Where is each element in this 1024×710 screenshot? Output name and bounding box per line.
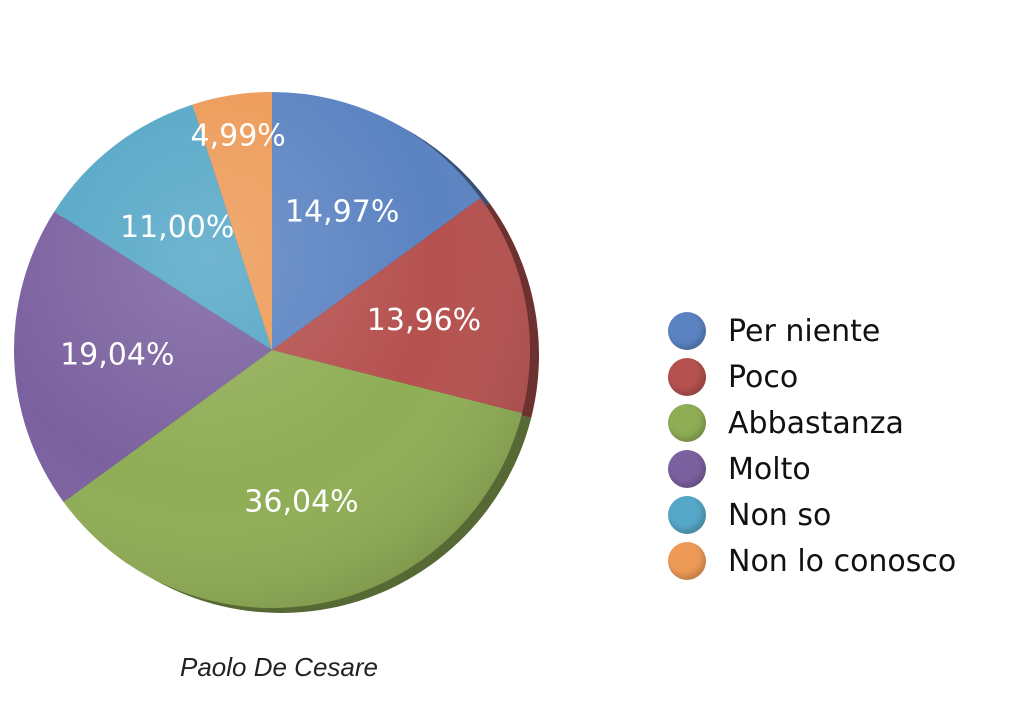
legend-item-non-lo-conosco: Non lo conosco xyxy=(668,538,956,584)
pie-value-labels: 14,97% 13,96% 36,04% 19,04% 11,00% 4,99% xyxy=(60,118,481,519)
legend-swatch-abbastanza xyxy=(668,404,706,442)
legend-item-poco: Poco xyxy=(668,354,956,400)
legend-swatch-molto xyxy=(668,450,706,488)
legend-item-abbastanza: Abbastanza xyxy=(668,400,956,446)
legend-label-poco: Poco xyxy=(728,359,799,395)
value-label-abbastanza: 36,04% xyxy=(244,484,358,519)
value-label-non-lo-conosco: 4,99% xyxy=(191,118,286,153)
legend-label-per-niente: Per niente xyxy=(728,313,881,349)
value-label-molto: 19,04% xyxy=(60,337,174,372)
legend-swatch-poco xyxy=(668,358,706,396)
value-label-poco: 13,96% xyxy=(367,303,481,338)
legend-label-molto: Molto xyxy=(728,451,811,487)
value-label-non-so: 11,00% xyxy=(120,210,234,245)
legend-swatch-non-so xyxy=(668,496,706,534)
legend-item-non-so: Non so xyxy=(668,492,956,538)
chart-legend: Per niente Poco Abbastanza Molto Non so Non l… xyxy=(668,308,956,584)
legend-swatch-per-niente xyxy=(668,312,706,350)
legend-label-non-so: Non so xyxy=(728,497,832,533)
legend-swatch-non-lo-conosco xyxy=(668,542,706,580)
value-label-per-niente: 14,97% xyxy=(285,195,399,230)
legend-item-molto: Molto xyxy=(668,446,956,492)
legend-label-abbastanza: Abbastanza xyxy=(728,405,904,441)
legend-item-per-niente: Per niente xyxy=(668,308,956,354)
author-caption: Paolo De Cesare xyxy=(180,652,378,682)
legend-label-non-lo-conosco: Non lo conosco xyxy=(728,543,957,579)
